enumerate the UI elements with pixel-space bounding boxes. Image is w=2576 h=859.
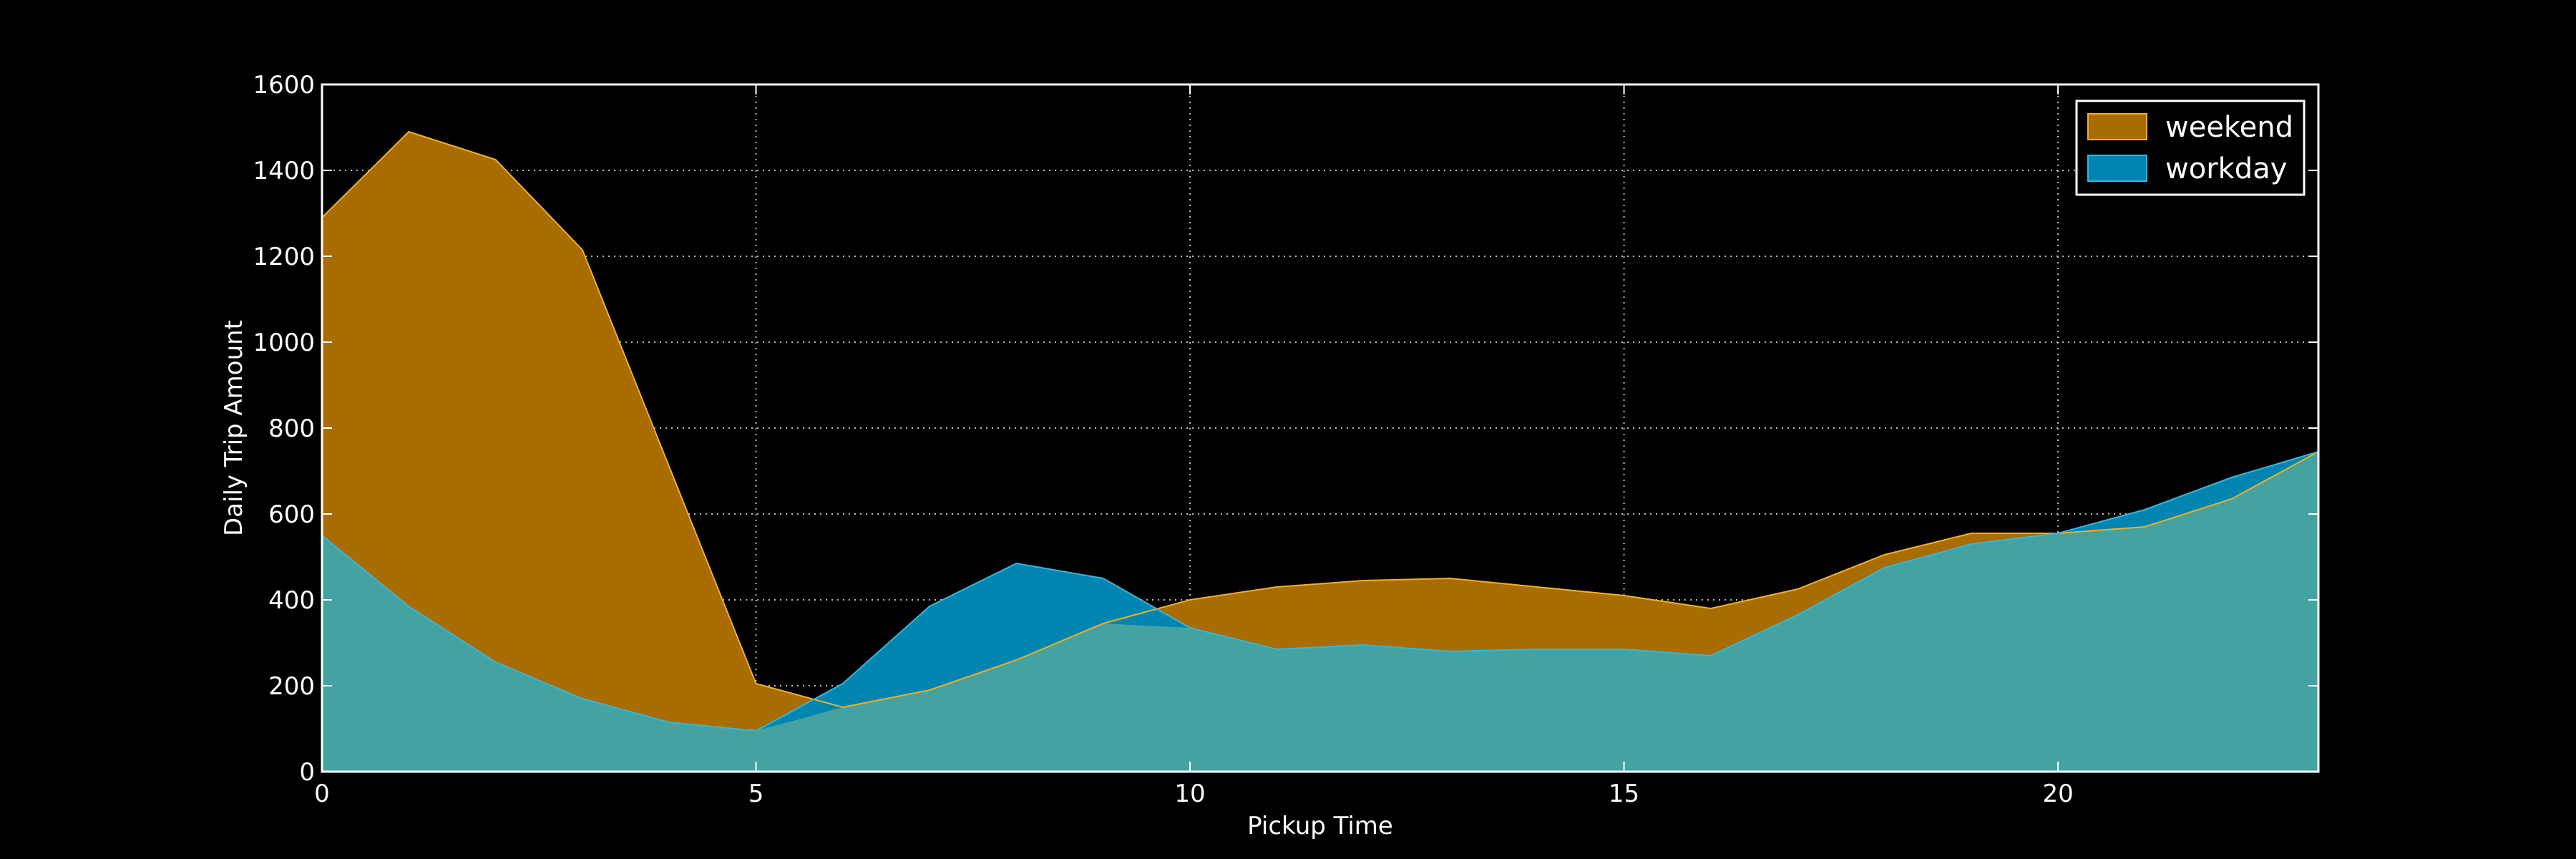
y-tick-label: 1000 xyxy=(253,329,315,357)
y-tick-label: 1200 xyxy=(253,243,315,271)
legend-label-weekend: weekend xyxy=(2165,111,2293,144)
area-series-layer xyxy=(321,130,2319,772)
area-overlap xyxy=(322,452,2318,772)
y-tick-label: 1600 xyxy=(253,71,315,100)
line-weekend xyxy=(321,130,2319,709)
legend-label-workday: workday xyxy=(2165,152,2287,185)
x-tick-label: 5 xyxy=(748,780,764,808)
y-tick-label: 1400 xyxy=(253,157,315,185)
x-tick-label: 0 xyxy=(314,780,330,808)
y-tick-label: 600 xyxy=(268,500,315,529)
legend-swatch-weekend xyxy=(2087,113,2147,140)
line-workday xyxy=(321,451,2319,732)
y-tick-label: 400 xyxy=(268,586,315,615)
legend-swatch-workday xyxy=(2087,155,2147,182)
legend: weekend workday xyxy=(2075,100,2306,196)
y-tick-label: 800 xyxy=(268,414,315,443)
x-tick-label: 10 xyxy=(1174,780,1205,808)
y-tick-label: 200 xyxy=(268,672,315,701)
y-axis-label: Daily Trip Amount xyxy=(220,320,248,536)
x-axis-label: Pickup Time xyxy=(1247,812,1393,840)
x-tick-label: 20 xyxy=(2042,780,2073,808)
x-tick-label: 15 xyxy=(1609,780,1639,808)
y-tick-label: 0 xyxy=(299,758,315,787)
